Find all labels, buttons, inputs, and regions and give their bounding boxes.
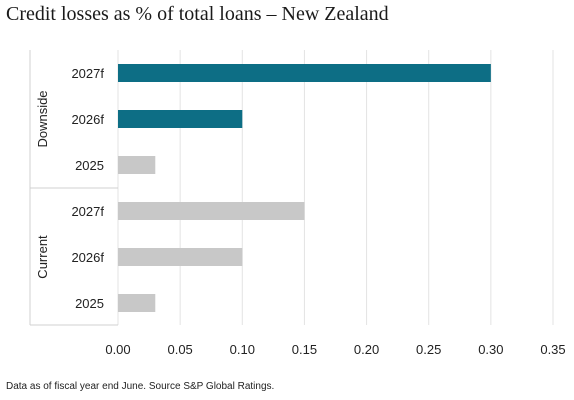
x-axis-ticks: 0.00 0.05 0.10 0.15 0.20 0.25 0.30 0.35 [105,342,565,357]
category-label: 2025 [75,158,104,173]
x-tick-label: 0.00 [105,342,130,357]
bar [118,156,156,174]
category-label: 2026f [71,112,104,127]
category-label: 2025 [75,296,104,311]
group-label: Downside [35,90,50,147]
x-tick-label: 0.25 [416,342,441,357]
bar [118,64,491,82]
source-note: Data as of fiscal year end June. Source … [6,381,275,392]
bar [118,248,243,266]
x-tick-label: 0.10 [230,342,255,357]
group-labels: Downside Current [29,50,118,326]
category-label: 2027f [71,66,104,81]
x-tick-label: 0.15 [292,342,317,357]
bar [118,294,156,312]
category-labels: 2027f 2026f 2025 2027f 2026f 2025 [71,66,104,311]
x-tick-label: 0.20 [354,342,379,357]
x-tick-label: 0.30 [478,342,503,357]
bar [118,110,243,128]
bars [118,64,491,312]
gridlines [117,50,554,325]
group-label: Current [35,235,50,279]
bar [118,202,305,220]
category-label: 2026f [71,250,104,265]
category-label: 2027f [71,204,104,219]
x-tick-label: 0.05 [167,342,192,357]
chart-title: Credit losses as % of total loans – New … [6,3,389,25]
x-tick-label: 0.35 [540,342,565,357]
